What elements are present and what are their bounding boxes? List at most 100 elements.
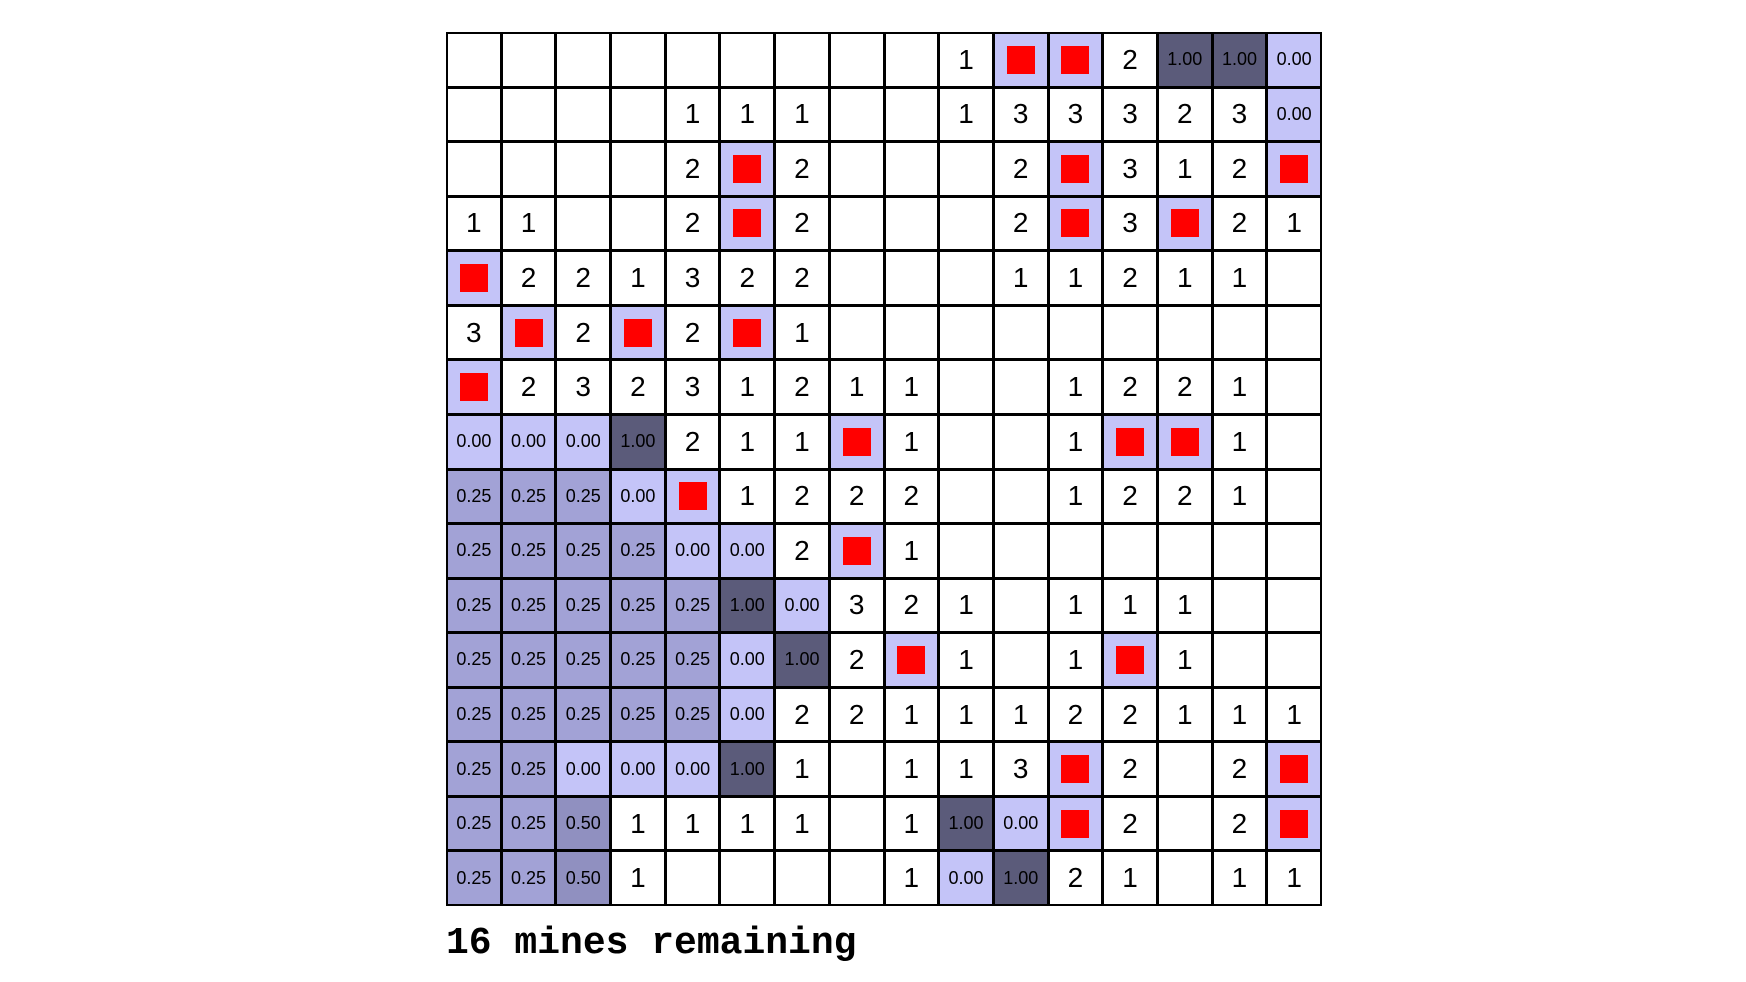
unrevealed-probability-cell[interactable]: 0.00 (940, 852, 992, 904)
unrevealed-probability-cell[interactable]: 0.25 (502, 525, 555, 577)
flagged-cell[interactable] (612, 306, 664, 359)
revealed-number-cell: 2 (776, 143, 828, 195)
flagged-cell[interactable] (1049, 34, 1102, 86)
flagged-cell[interactable] (721, 306, 774, 359)
unrevealed-probability-cell[interactable]: 0.25 (612, 688, 664, 741)
revealed-number-cell: 1 (885, 415, 938, 468)
unrevealed-probability-cell[interactable]: 0.25 (612, 634, 664, 686)
unrevealed-probability-cell[interactable]: 0.25 (557, 579, 610, 632)
unrevealed-probability-cell[interactable]: 0.25 (448, 852, 500, 904)
unrevealed-probability-cell[interactable]: 0.00 (557, 743, 610, 795)
unrevealed-probability-cell[interactable]: 1.00 (776, 634, 828, 686)
revealed-empty-cell (666, 34, 719, 86)
unrevealed-probability-cell[interactable]: 0.00 (721, 688, 774, 741)
unrevealed-probability-cell[interactable]: 0.25 (557, 634, 610, 686)
unrevealed-probability-cell[interactable]: 0.25 (666, 634, 719, 686)
unrevealed-probability-cell[interactable]: 0.25 (502, 743, 555, 795)
unrevealed-probability-cell[interactable]: 1.00 (1213, 34, 1266, 86)
unrevealed-probability-cell[interactable]: 0.00 (666, 743, 719, 795)
unrevealed-probability-cell[interactable]: 0.00 (721, 525, 774, 577)
unrevealed-probability-cell[interactable]: 0.00 (994, 797, 1047, 850)
unrevealed-probability-cell[interactable]: 1.00 (721, 743, 774, 795)
unrevealed-probability-cell[interactable]: 0.25 (448, 634, 500, 686)
flagged-cell[interactable] (1268, 143, 1320, 195)
mine-flag-icon (514, 318, 543, 347)
revealed-number-cell: 2 (830, 634, 883, 686)
unrevealed-probability-cell[interactable]: 0.25 (557, 688, 610, 741)
unrevealed-probability-cell[interactable]: 1.00 (994, 852, 1047, 904)
unrevealed-probability-cell[interactable]: 0.00 (612, 470, 664, 523)
unrevealed-probability-cell[interactable]: 0.25 (502, 688, 555, 741)
unrevealed-probability-cell[interactable]: 0.25 (557, 470, 610, 523)
flagged-cell[interactable] (721, 143, 774, 195)
revealed-number-cell: 2 (1104, 797, 1156, 850)
flagged-cell[interactable] (1049, 197, 1102, 250)
unrevealed-probability-cell[interactable]: 1.00 (1158, 34, 1211, 86)
unrevealed-probability-cell[interactable]: 1.00 (721, 579, 774, 632)
revealed-number-cell: 1 (1049, 252, 1102, 304)
flagged-cell[interactable] (1158, 415, 1211, 468)
flagged-cell[interactable] (1104, 415, 1156, 468)
unrevealed-probability-cell[interactable]: 0.00 (557, 415, 610, 468)
revealed-number-cell: 1 (1158, 579, 1211, 632)
revealed-number-cell: 2 (1213, 197, 1266, 250)
unrevealed-probability-cell[interactable]: 0.25 (448, 525, 500, 577)
unrevealed-probability-cell[interactable]: 0.25 (612, 525, 664, 577)
unrevealed-probability-cell[interactable]: 0.25 (502, 470, 555, 523)
revealed-number-cell: 2 (666, 415, 719, 468)
unrevealed-probability-cell[interactable]: 0.00 (666, 525, 719, 577)
revealed-number-cell: 2 (1158, 88, 1211, 141)
revealed-number-cell: 2 (1213, 743, 1266, 795)
flagged-cell[interactable] (1049, 797, 1102, 850)
flagged-cell[interactable] (1104, 634, 1156, 686)
unrevealed-probability-cell[interactable]: 0.25 (612, 579, 664, 632)
flagged-cell[interactable] (1158, 197, 1211, 250)
flagged-cell[interactable] (1268, 797, 1320, 850)
revealed-empty-cell (994, 579, 1047, 632)
unrevealed-probability-cell[interactable]: 0.25 (666, 688, 719, 741)
revealed-empty-cell (448, 34, 500, 86)
revealed-number-cell: 1 (940, 34, 992, 86)
flagged-cell[interactable] (994, 34, 1047, 86)
revealed-number-cell: 2 (885, 470, 938, 523)
flagged-cell[interactable] (1049, 143, 1102, 195)
flagged-cell[interactable] (885, 634, 938, 686)
flagged-cell[interactable] (448, 252, 500, 304)
unrevealed-probability-cell[interactable]: 0.00 (502, 415, 555, 468)
revealed-empty-cell (1213, 579, 1266, 632)
unrevealed-probability-cell[interactable]: 0.25 (502, 579, 555, 632)
unrevealed-probability-cell[interactable]: 1.00 (612, 415, 664, 468)
unrevealed-probability-cell[interactable]: 0.25 (502, 797, 555, 850)
unrevealed-probability-cell[interactable]: 0.25 (448, 688, 500, 741)
unrevealed-probability-cell[interactable]: 0.25 (448, 743, 500, 795)
unrevealed-probability-cell[interactable]: 0.50 (557, 852, 610, 904)
unrevealed-probability-cell[interactable]: 0.00 (721, 634, 774, 686)
unrevealed-probability-cell[interactable]: 0.25 (448, 470, 500, 523)
unrevealed-probability-cell[interactable]: 0.25 (557, 525, 610, 577)
unrevealed-probability-cell[interactable]: 0.25 (502, 852, 555, 904)
mine-flag-icon (842, 536, 871, 565)
unrevealed-probability-cell[interactable]: 0.25 (448, 579, 500, 632)
unrevealed-probability-cell[interactable]: 0.50 (557, 797, 610, 850)
flagged-cell[interactable] (721, 197, 774, 250)
unrevealed-probability-cell[interactable]: 0.25 (502, 634, 555, 686)
flagged-cell[interactable] (1268, 743, 1320, 795)
unrevealed-probability-cell[interactable]: 0.00 (448, 415, 500, 468)
flagged-cell[interactable] (1049, 743, 1102, 795)
revealed-empty-cell (830, 88, 883, 141)
unrevealed-probability-cell[interactable]: 0.00 (612, 743, 664, 795)
flagged-cell[interactable] (830, 525, 883, 577)
flagged-cell[interactable] (448, 361, 500, 413)
flagged-cell[interactable] (502, 306, 555, 359)
revealed-number-cell: 1 (448, 197, 500, 250)
unrevealed-probability-cell[interactable]: 0.00 (776, 579, 828, 632)
unrevealed-probability-cell[interactable]: 0.00 (1268, 88, 1320, 141)
unrevealed-probability-cell[interactable]: 0.25 (448, 797, 500, 850)
unrevealed-probability-cell[interactable]: 1.00 (940, 797, 992, 850)
flagged-cell[interactable] (666, 470, 719, 523)
revealed-number-cell: 2 (1049, 688, 1102, 741)
revealed-number-cell: 1 (776, 743, 828, 795)
unrevealed-probability-cell[interactable]: 0.25 (666, 579, 719, 632)
unrevealed-probability-cell[interactable]: 0.00 (1268, 34, 1320, 86)
flagged-cell[interactable] (830, 415, 883, 468)
